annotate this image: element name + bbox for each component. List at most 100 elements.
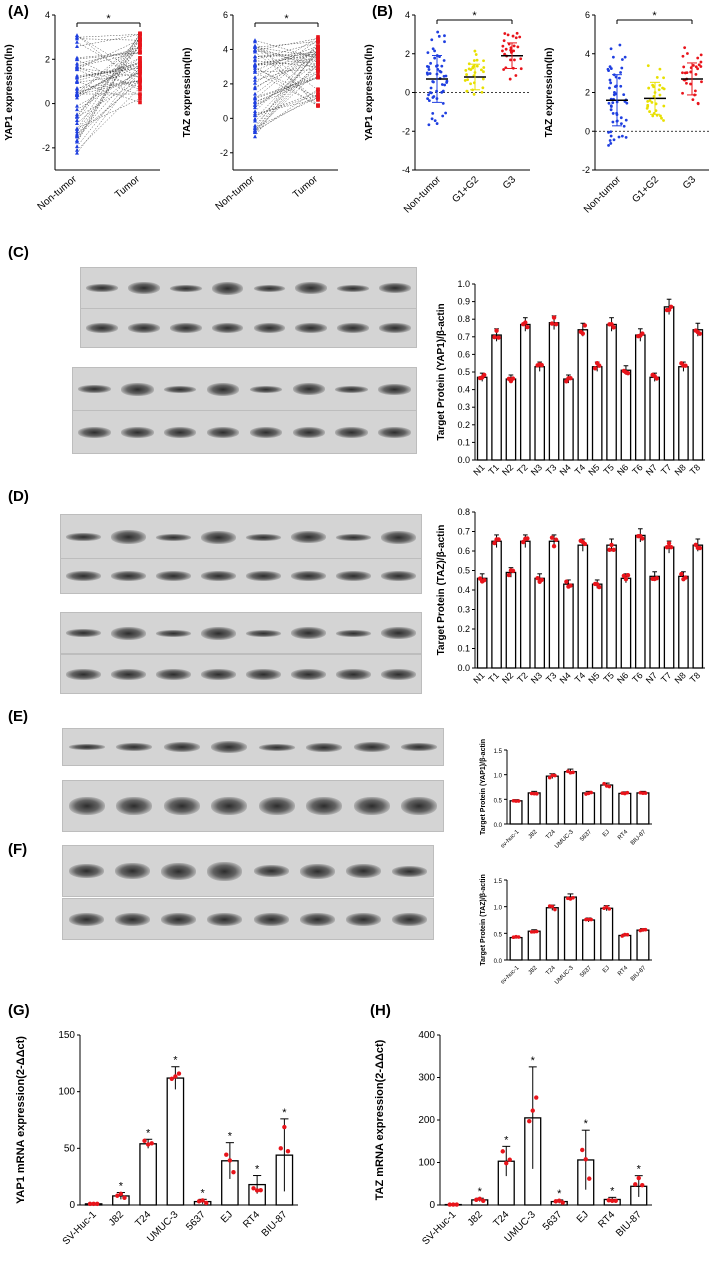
data-point xyxy=(278,1146,283,1151)
data-point xyxy=(514,799,518,803)
data-point xyxy=(506,572,512,578)
group-point xyxy=(651,114,655,118)
group-point xyxy=(657,88,661,92)
sig-star: * xyxy=(106,13,111,25)
data-point xyxy=(550,773,555,778)
group-point xyxy=(611,101,615,105)
group-point xyxy=(463,79,467,82)
group-point xyxy=(694,73,698,76)
bar xyxy=(620,369,632,461)
tumor-point xyxy=(138,76,142,81)
y-tick-label: 1.5 xyxy=(494,879,503,885)
group-point xyxy=(435,122,439,125)
blot-band xyxy=(336,668,371,680)
y-tick-label: 2 xyxy=(45,54,50,64)
y-tick-label: 50 xyxy=(64,1143,76,1154)
data-point xyxy=(597,584,602,590)
group-point xyxy=(658,93,662,97)
sig-star: * xyxy=(504,1134,509,1146)
y-tick-label: 4 xyxy=(405,10,410,20)
group-point xyxy=(646,64,650,68)
data-point xyxy=(122,1195,127,1200)
tumor-point xyxy=(138,96,142,101)
y-tick-label: 0.2 xyxy=(457,420,470,430)
bar xyxy=(678,575,689,669)
group-point xyxy=(689,70,693,74)
blot-band xyxy=(258,743,295,751)
y-tick-label: 4 xyxy=(585,49,590,59)
y-tick-label: 0.5 xyxy=(494,798,503,804)
data-point xyxy=(496,335,501,340)
y-tick-label: 0.3 xyxy=(457,605,470,615)
data-point xyxy=(623,932,627,937)
blot-band xyxy=(291,668,326,680)
y-tick-label: -2 xyxy=(42,143,50,153)
bar xyxy=(527,792,541,825)
data-point xyxy=(640,331,645,336)
x-tick-label: N7 xyxy=(644,670,659,685)
y-tick-label: 0.8 xyxy=(457,314,470,324)
x-tick-label: RT4 xyxy=(596,1209,617,1230)
paired-line xyxy=(76,33,141,130)
blot-band xyxy=(346,864,382,878)
group-point xyxy=(620,66,624,70)
tumor-point xyxy=(316,52,320,57)
blot-band xyxy=(201,571,236,581)
x-tick-label: T7 xyxy=(659,462,674,477)
data-point xyxy=(496,537,501,542)
data-point xyxy=(145,1142,151,1147)
blot-band xyxy=(378,426,411,438)
data-point xyxy=(516,935,521,939)
paired-line xyxy=(76,36,141,142)
y-tick-label: 0.5 xyxy=(457,566,470,576)
bar xyxy=(534,577,546,669)
group-point xyxy=(443,83,447,87)
x-tick-label: 5637 xyxy=(541,1209,565,1233)
data-point xyxy=(584,917,588,922)
x-tick-label: T2 xyxy=(515,670,530,685)
group-point xyxy=(441,102,445,105)
data-point xyxy=(492,334,497,340)
data-point xyxy=(607,547,612,553)
y-tick-label: 0 xyxy=(585,126,590,136)
y-axis-label: TAZ expression(ln) xyxy=(182,48,193,138)
group-point xyxy=(504,66,508,70)
nontumor-point xyxy=(75,150,79,155)
blot-taz-d-bottom xyxy=(60,612,422,654)
nontumor-point xyxy=(253,91,257,96)
tumor-point xyxy=(138,67,142,71)
group-point xyxy=(427,99,431,103)
x-tick-label: Tumor xyxy=(291,173,320,200)
data-point xyxy=(549,321,555,326)
group-point xyxy=(474,53,478,56)
x-tick-label: G1+G2 xyxy=(450,174,481,205)
group-point xyxy=(659,114,662,118)
blot-band xyxy=(163,797,200,815)
y-tick-label: 0.9 xyxy=(457,297,470,307)
y-tick-label: 2 xyxy=(223,79,228,89)
group-point xyxy=(648,110,651,113)
blot-band xyxy=(299,863,335,879)
nontumor-point xyxy=(75,107,79,112)
data-point xyxy=(454,1202,459,1207)
blot-yap1-e xyxy=(62,728,444,766)
blot-band xyxy=(253,865,289,877)
blot-band xyxy=(295,323,328,333)
nontumor-point xyxy=(75,56,79,61)
group-point xyxy=(617,135,621,139)
bar xyxy=(476,376,488,461)
paired-line xyxy=(76,65,141,95)
tumor-point xyxy=(316,68,320,73)
y-tick-label: 0.1 xyxy=(457,644,470,654)
tumor-point xyxy=(138,45,142,49)
data-point xyxy=(529,791,534,796)
sig-star: * xyxy=(652,10,657,22)
group-point xyxy=(465,89,469,93)
blot-band xyxy=(306,742,343,752)
bar xyxy=(563,583,574,669)
x-tick-label: T5 xyxy=(601,670,616,685)
data-point xyxy=(636,1175,641,1181)
paired-line xyxy=(254,91,319,116)
group-point xyxy=(646,103,650,107)
